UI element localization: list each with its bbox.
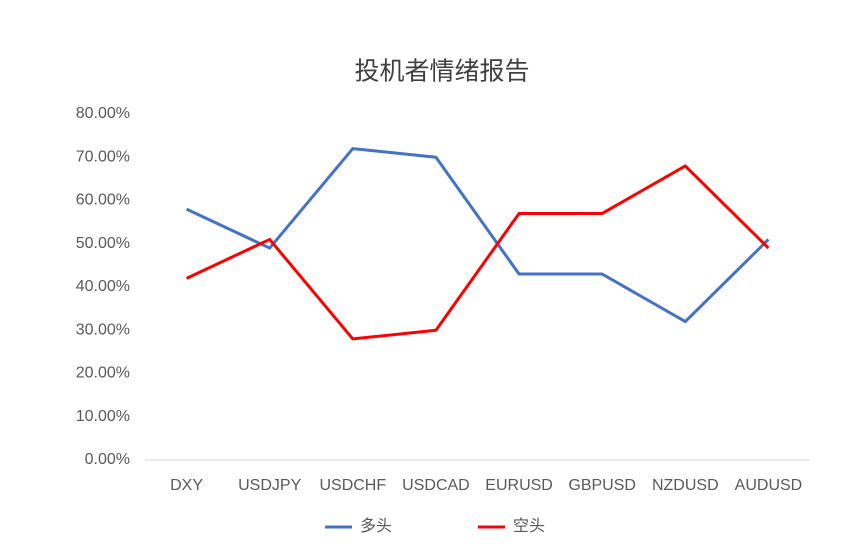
y-tick-label: 0.00%: [85, 451, 130, 468]
y-tick-label: 80.00%: [76, 105, 130, 122]
y-tick-label: 70.00%: [76, 148, 130, 165]
y-tick-label: 30.00%: [76, 321, 130, 338]
y-tick-label: 10.00%: [76, 408, 130, 425]
y-tick-label: 50.00%: [76, 235, 130, 252]
y-tick-label: 60.00%: [76, 192, 130, 209]
x-tick-label: USDCAD: [402, 477, 470, 494]
y-tick-label: 40.00%: [76, 278, 130, 295]
legend-label: 空头: [513, 517, 545, 535]
x-tick-label: GBPUSD: [568, 477, 636, 494]
y-tick-label: 20.00%: [76, 365, 130, 382]
series-line: [185, 147, 770, 324]
x-tick-label: NZDUSD: [652, 477, 719, 494]
x-tick-label: USDJPY: [238, 477, 301, 494]
x-tick-label: DXY: [170, 477, 203, 494]
chart-title: 投机者情绪报告: [354, 58, 529, 86]
x-tick-label: USDCHF: [319, 477, 386, 494]
series-line: [185, 164, 770, 341]
x-tick-label: AUDUSD: [735, 477, 803, 494]
legend-label: 多头: [360, 517, 392, 535]
x-tick-label: EURUSD: [485, 477, 553, 494]
